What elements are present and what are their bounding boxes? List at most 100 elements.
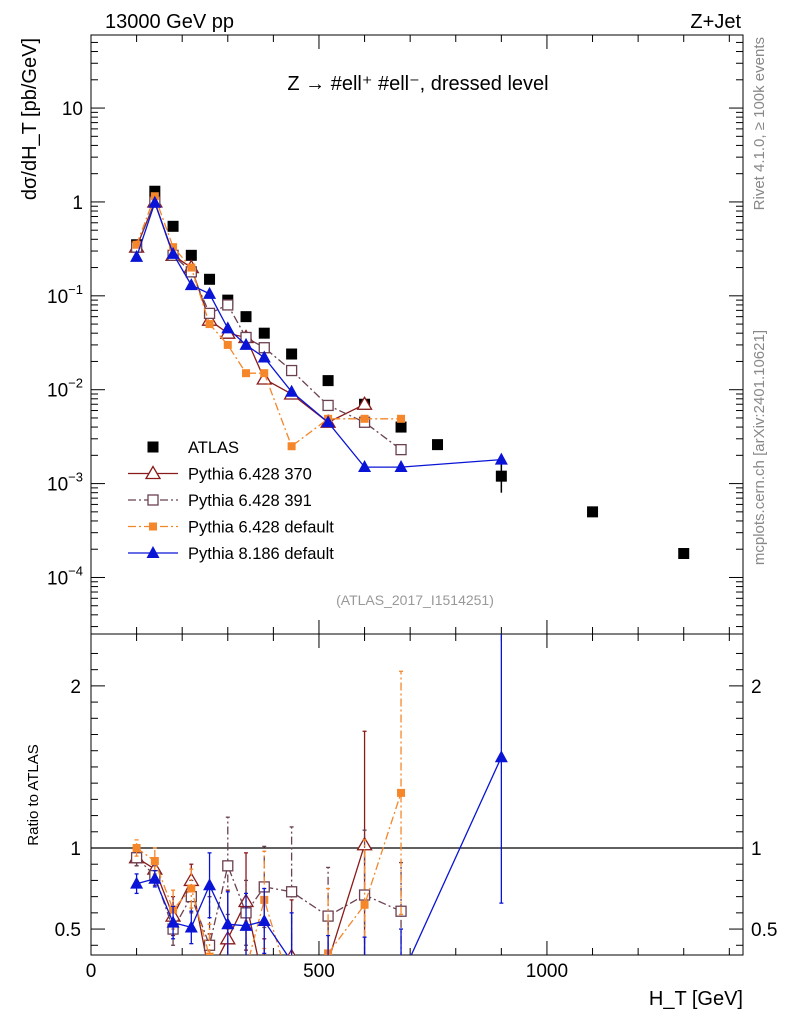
series-4-ratio-point — [395, 971, 408, 983]
series-3-ratio-point — [397, 788, 406, 797]
rivet-label: Rivet 4.1.0, ≥ 100k events — [751, 37, 768, 210]
ratio-tick-label-right: 1 — [751, 839, 762, 860]
x-tick-label: 1000 — [526, 961, 568, 982]
main-data — [128, 185, 690, 560]
series-2-line — [135, 200, 402, 451]
axes: 0 500 1000 10−4 10−3 10−2 10−1 1 10 0.5 0.5 1 1 2 2 — [47, 34, 777, 982]
legend-label: Pythia 6.428 370 — [188, 466, 312, 484]
series-3-point — [242, 369, 251, 378]
ratio-tick-label: 1 — [70, 839, 81, 860]
series-4-point — [148, 195, 162, 208]
series-3-ratio-point — [360, 900, 369, 909]
series-1-point — [256, 370, 273, 385]
header-left: 13000 GeV pp — [105, 11, 234, 33]
series-3-point — [287, 442, 296, 451]
legend-label: Pythia 8.186 default — [188, 545, 334, 563]
ratio-tick-label-right: 0.5 — [751, 920, 777, 941]
series-2-point — [395, 443, 407, 456]
series-4-point — [285, 384, 299, 397]
series-3-point — [205, 320, 214, 329]
legend: ATLAS Pythia 6.428 370 Pythia 6.428 391 Pyt… — [128, 439, 334, 563]
series-4-point — [239, 337, 253, 350]
ratio-axis-title: Ratio to ATLAS — [25, 744, 42, 845]
y-tick-label: 1 — [72, 193, 83, 214]
ratio-data — [128, 634, 508, 995]
series-3-point — [132, 240, 141, 249]
series-4-point — [257, 350, 271, 363]
series-0-point — [258, 327, 270, 339]
series-0-point — [322, 375, 334, 387]
series-2-ratio-point — [222, 860, 234, 872]
header-right: Z+Jet — [690, 11, 741, 33]
y-tick-label: 10−2 — [47, 376, 83, 402]
series-0-point — [185, 249, 197, 261]
series-3-point — [187, 263, 196, 272]
legend-marker — [147, 494, 159, 506]
series-0-point — [149, 185, 161, 197]
series-4-point — [184, 278, 198, 291]
series-4-ratio-point — [148, 871, 162, 884]
series-1-ratio-point — [257, 980, 271, 992]
legend-marker — [147, 441, 159, 453]
series-4-ratio-point — [130, 876, 144, 889]
series-3-point — [397, 414, 406, 423]
series-4-ratio-point — [358, 979, 371, 991]
series-2-ratio-line — [136, 857, 402, 948]
series-4-ratio-point — [184, 920, 198, 933]
series-4-ratio-point — [291, 954, 292, 955]
x-tick-label: 500 — [303, 961, 335, 982]
series-3-ratio-point — [224, 957, 232, 965]
series-4-point — [221, 321, 235, 334]
series-4-ratio-point — [257, 913, 271, 926]
series-4-ratio-point — [239, 918, 253, 931]
legend-label: Pythia 6.428 default — [188, 519, 334, 537]
series-3-ratio-point — [132, 844, 141, 852]
series-4-point — [130, 249, 144, 262]
series-4-point — [321, 415, 335, 428]
series-3-ratio-point — [242, 966, 250, 974]
series-4-point — [494, 452, 508, 465]
series-0-point — [395, 421, 407, 433]
series-3-ratio-line — [136, 792, 402, 955]
mcplots-label: mcplots.cern.ch [arXiv:2401.10621] — [751, 330, 768, 565]
series-3-point — [223, 340, 232, 349]
x-axis-title: H_T [GeV] — [649, 988, 743, 1010]
series-0-point — [167, 220, 179, 232]
y-tick-label: 10−1 — [47, 282, 83, 308]
y-tick-label: 10−3 — [47, 470, 83, 496]
series-4-ratio-point — [203, 878, 217, 891]
series-0-point — [286, 348, 298, 360]
analysis-label: (ATLAS_2017_I1514251) — [336, 592, 494, 608]
series-4-ratio-point — [494, 750, 508, 763]
series-3-point — [260, 369, 269, 378]
series-3-ratio-point — [205, 952, 214, 955]
legend-label: ATLAS — [188, 439, 239, 457]
legend-marker — [144, 465, 162, 480]
y-tick-label: 10 — [62, 99, 83, 120]
series-4-ratio-point — [166, 915, 180, 928]
series-4-point — [166, 246, 180, 259]
series-4-point — [203, 286, 217, 299]
series-1-point — [356, 395, 373, 410]
series-4-point — [358, 460, 372, 473]
series-1-ratio-point — [203, 967, 217, 979]
y-tick-label: 10−4 — [47, 563, 83, 589]
legend-marker — [146, 546, 160, 558]
series-4-line — [135, 200, 502, 468]
series-2-point — [222, 299, 234, 311]
series-0-point — [240, 311, 252, 323]
series-2-point — [285, 364, 298, 377]
series-3-ratio-point — [288, 987, 296, 995]
series-4-ratio-point — [221, 917, 235, 930]
series-2-ratio-point — [285, 886, 298, 898]
ratio-tick-label: 2 — [70, 677, 81, 698]
series-0-point — [432, 439, 444, 451]
ratio-tick-label-right: 2 — [751, 677, 762, 698]
legend-marker — [149, 522, 157, 531]
series-3-ratio-point — [187, 884, 196, 893]
series-0-point — [495, 470, 507, 482]
ratio-tick-label: 0.5 — [55, 920, 81, 941]
series-4-point — [394, 460, 408, 473]
series-3-line — [135, 194, 401, 448]
ratio-panel-frame — [90, 633, 744, 956]
